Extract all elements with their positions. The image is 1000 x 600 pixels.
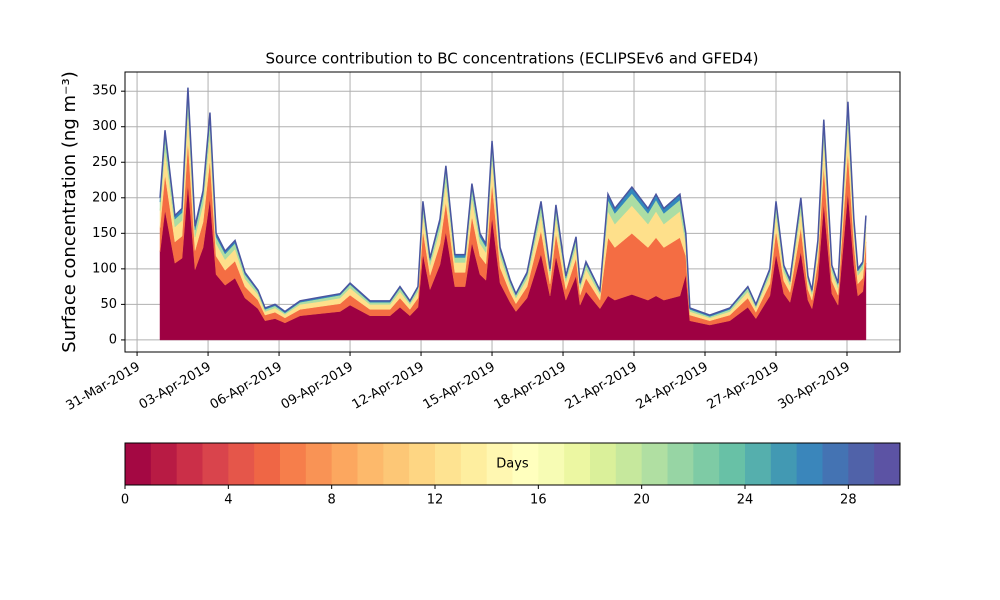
- x-tick-label: 03-Apr-2019: [137, 360, 214, 413]
- y-axis-label: Surface concentration (ng m⁻³): [59, 71, 80, 353]
- y-tick-label: 250: [92, 155, 117, 170]
- colorbar-swatch: [615, 443, 643, 485]
- colorbar-swatch: [409, 443, 436, 485]
- y-tick-label: 200: [92, 190, 117, 205]
- colorbar-swatch: [512, 443, 539, 485]
- colorbar-swatch: [770, 443, 798, 485]
- y-tick-label: 100: [92, 261, 117, 276]
- x-tick-label: 21-Apr-2019: [563, 360, 640, 413]
- x-tick-label: 06-Apr-2019: [208, 360, 285, 413]
- colorbar-swatch: [874, 443, 901, 485]
- x-tick-label: 30-Apr-2019: [776, 360, 853, 413]
- colorbar-swatch: [848, 443, 875, 485]
- colorbar-swatch: [435, 443, 462, 485]
- colorbar-swatch: [641, 443, 668, 485]
- colorbar-swatch: [693, 443, 720, 485]
- colorbar-tick-label: 0: [121, 493, 129, 508]
- colorbar-swatch: [202, 443, 229, 485]
- colorbar-swatch: [564, 443, 591, 485]
- colorbar-tick-label: 16: [530, 493, 547, 508]
- colorbar-tick-label: 4: [224, 493, 232, 508]
- colorbar-swatch: [305, 443, 333, 485]
- colorbar-frame: [124, 442, 901, 486]
- colorbar-label: Days: [496, 457, 529, 472]
- y-tick-label: 0: [109, 332, 117, 347]
- colorbar-swatch: [460, 443, 488, 485]
- colorbar-swatch: [538, 443, 565, 485]
- y-tick-label: 50: [100, 297, 117, 312]
- colorbar-swatch: [228, 443, 255, 485]
- colorbar-swatch: [745, 443, 772, 485]
- y-tick-label: 350: [92, 84, 117, 99]
- colorbar-swatch: [150, 443, 178, 485]
- colorbar-swatch: [383, 443, 410, 485]
- x-tick-label: 15-Apr-2019: [421, 360, 498, 413]
- x-tick-label: 24-Apr-2019: [634, 360, 711, 413]
- x-tick-label: 27-Apr-2019: [705, 360, 782, 413]
- y-tick-label: 300: [92, 119, 117, 134]
- y-tick-label: 150: [92, 226, 117, 241]
- x-tick-label: 09-Apr-2019: [279, 360, 356, 413]
- colorbar-swatch: [176, 443, 203, 485]
- colorbar-swatch: [357, 443, 384, 485]
- colorbar-tick-label: 8: [328, 493, 336, 508]
- colorbar-tick-label: 20: [633, 493, 650, 508]
- colorbar-tick-label: 12: [427, 493, 444, 508]
- colorbar-swatch: [486, 443, 513, 485]
- x-tick-label: 31-Mar-2019: [64, 360, 143, 414]
- colorbar-swatch: [719, 443, 746, 485]
- area-layer: [159, 87, 867, 317]
- outline: [159, 87, 867, 316]
- colorbar-swatch: [331, 443, 358, 485]
- colorbar-swatch: [125, 443, 152, 485]
- x-tick-label: 18-Apr-2019: [492, 360, 569, 413]
- colorbar-swatch: [590, 443, 617, 485]
- area-layer: [159, 95, 867, 319]
- colorbar-swatch: [667, 443, 694, 485]
- colorbar-swatch: [280, 443, 307, 485]
- colorbar-tick-label: 24: [737, 493, 754, 508]
- plot-frame: [124, 71, 901, 353]
- x-tick-label: 12-Apr-2019: [350, 360, 427, 413]
- colorbar-tick-label: 28: [840, 493, 857, 508]
- chart-title: Source contribution to BC concentrations…: [265, 50, 758, 68]
- colorbar-swatch: [254, 443, 281, 485]
- colorbar-swatch: [796, 443, 823, 485]
- colorbar-swatch: [822, 443, 849, 485]
